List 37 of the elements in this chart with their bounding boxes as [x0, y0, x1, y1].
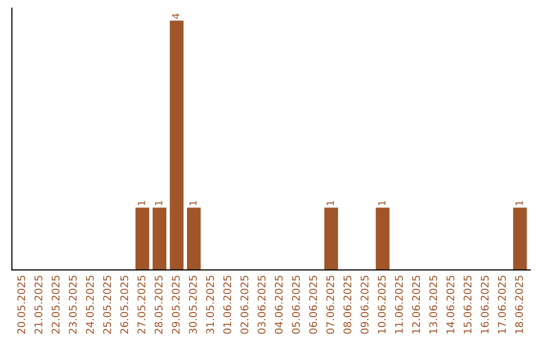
x-tick-label: 26.05.2025 [120, 276, 128, 334]
x-tick-label: 09.06.2025 [360, 276, 369, 334]
x-tick-label: 28.05.2025 [154, 276, 163, 334]
x-tick-label: 21.05.2025 [34, 276, 42, 334]
x-tick-label: 14.06.2025 [446, 276, 454, 334]
x-tick-label: 25.05.2025 [103, 276, 112, 334]
x-tick-label: 03.06.2025 [258, 276, 266, 334]
x-tick-label: 24.05.2025 [86, 276, 94, 334]
x-tick-label: 01.06.2025 [223, 276, 232, 334]
x-tick-label: 07.06.2025 [326, 276, 334, 334]
x-tick-label: 17.06.2025 [498, 276, 506, 334]
data-label: 1 [138, 200, 146, 206]
x-tick-label: 04.06.2025 [274, 276, 283, 334]
x-tick-label: 10.06.2025 [378, 276, 386, 334]
data-label: 1 [189, 200, 197, 206]
x-tick-label: 29.05.2025 [172, 276, 180, 334]
x-tick-label: 13.06.2025 [429, 276, 438, 334]
x-tick-label: 27.05.2025 [137, 276, 146, 334]
data-label: 1 [378, 200, 386, 206]
x-tick-label: 08.06.2025 [343, 276, 352, 334]
data-label: 1 [326, 200, 334, 206]
x-tick-label: 18.06.2025 [515, 276, 524, 334]
data-label: 1 [155, 200, 162, 206]
data-label: 4 [172, 14, 180, 19]
x-tick-label: 12.06.2025 [412, 276, 420, 334]
x-tick-label: 06.06.2025 [309, 276, 318, 334]
x-tick-label: 31.05.2025 [206, 276, 214, 334]
x-tick-label: 15.06.2025 [464, 276, 472, 334]
x-tick-label: 16.06.2025 [480, 276, 489, 334]
x-tick-label: 23.05.2025 [68, 276, 77, 334]
data-label: 1 [516, 200, 523, 206]
x-tick-label: 30.05.2025 [188, 276, 197, 334]
x-tick-label: 20.05.2025 [17, 276, 26, 334]
x-tick-label: 05.06.2025 [292, 276, 300, 334]
x-tick-label: 11.06.2025 [394, 276, 403, 334]
x-tick-label: 02.06.2025 [240, 276, 248, 334]
x-tick-label: 22.05.2025 [52, 276, 60, 334]
